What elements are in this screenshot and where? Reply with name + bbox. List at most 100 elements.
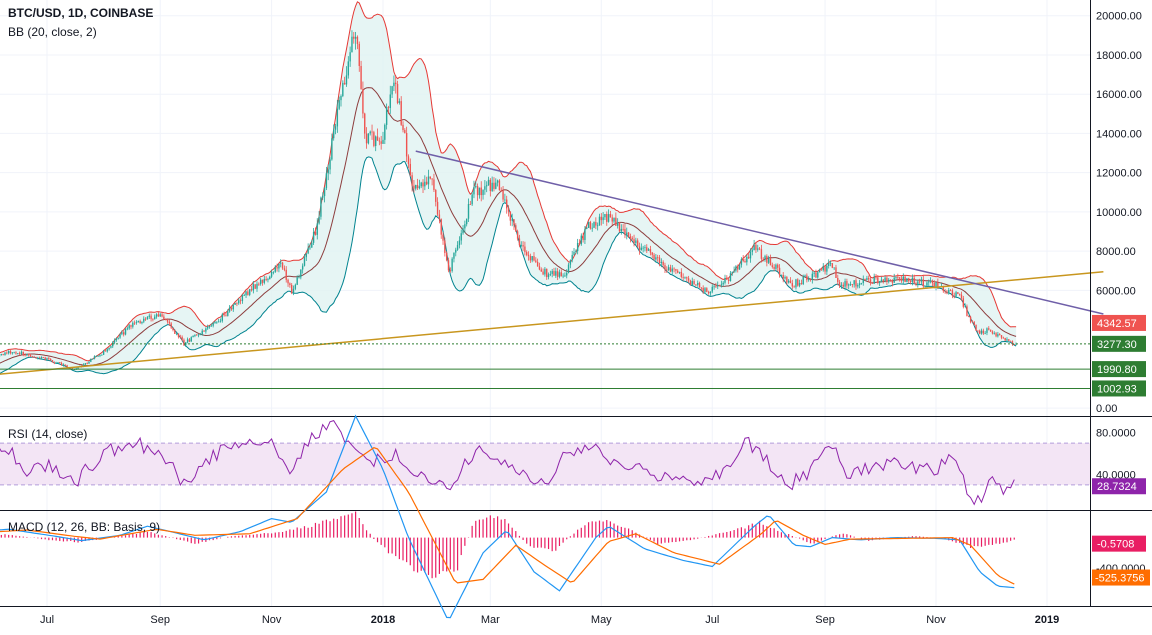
candle-body	[773, 267, 774, 269]
bb-indicator-label[interactable]: BB (20, close, 2)	[8, 25, 97, 39]
candle-body	[921, 279, 922, 281]
candle-body	[857, 285, 858, 286]
candle-body	[717, 285, 718, 286]
macd-histogram-bar	[788, 534, 789, 538]
macd-histogram-bar	[424, 538, 425, 573]
candle-body	[368, 133, 369, 143]
macd-histogram-bar	[915, 536, 916, 537]
macd-histogram-bar	[23, 537, 24, 538]
candle-body	[810, 279, 811, 280]
candle-body	[275, 267, 276, 272]
candle-body	[537, 262, 538, 266]
candle	[619, 222, 620, 232]
candle-body	[461, 233, 462, 240]
candle-body	[804, 276, 805, 277]
candle-body	[176, 334, 177, 335]
candle-body	[328, 169, 329, 173]
candle-body	[439, 215, 440, 220]
macd-histogram-bar	[461, 538, 462, 555]
candle-body	[861, 283, 862, 284]
candle-body	[899, 277, 900, 278]
candle-body	[404, 130, 405, 133]
candle-body	[433, 179, 434, 190]
candle-body	[329, 159, 330, 169]
candle-body	[247, 292, 248, 295]
candle-body	[273, 272, 274, 273]
macd-histogram-bar	[450, 538, 451, 570]
candle-body	[970, 317, 971, 322]
grid-lines	[0, 0, 1090, 606]
candle-body	[697, 283, 698, 285]
candle-body	[713, 286, 714, 287]
candle-body	[664, 265, 665, 270]
macd-histogram-bar	[256, 534, 257, 537]
macd-histogram-bar	[632, 530, 633, 537]
candle-body	[390, 94, 391, 108]
candle-body	[32, 356, 33, 357]
candle-body	[517, 231, 518, 238]
candle-body	[10, 351, 11, 353]
candle-body	[954, 296, 955, 297]
rsi-pane	[0, 421, 1090, 505]
candle-body	[513, 219, 514, 225]
price-label-text: 1990.80	[1097, 364, 1137, 376]
candle-body	[411, 175, 412, 185]
macd-histogram-bar	[406, 538, 407, 563]
candle-body	[307, 248, 308, 254]
candle-body	[735, 266, 736, 270]
macd-histogram-bar	[1006, 538, 1007, 543]
macd-histogram-bar	[726, 532, 727, 538]
candle-body	[526, 252, 527, 255]
macd-histogram-bar	[661, 538, 662, 544]
candle-body	[170, 323, 171, 327]
candle-body	[121, 332, 122, 334]
macd-histogram-bar	[657, 538, 658, 545]
macd-histogram-bar	[8, 535, 9, 538]
candle-body	[234, 303, 235, 305]
candle-body	[686, 277, 687, 278]
macd-hist-current-value: -0.5708	[1097, 539, 1134, 551]
price-axis-tick: 10000.00	[1096, 207, 1142, 219]
candle-body	[855, 280, 856, 286]
candle-body	[539, 266, 540, 269]
candle-body	[110, 346, 111, 347]
candle-body	[655, 257, 656, 259]
macd-indicator-label[interactable]: MACD (12, 26, BB: Basis, 9)	[8, 520, 160, 534]
candle-body	[615, 218, 616, 226]
candle-body	[957, 292, 958, 294]
macd-histogram-bar	[315, 523, 316, 538]
candle-body	[357, 37, 358, 44]
candle-body	[593, 222, 594, 228]
candle-body	[675, 269, 676, 271]
candle-body	[43, 357, 44, 358]
candle-body	[646, 247, 647, 251]
candle-body	[141, 322, 142, 323]
candle-body	[161, 314, 162, 316]
candle-body	[382, 140, 383, 144]
candle-body	[4, 353, 5, 356]
candle-body	[730, 273, 731, 281]
candle-body	[466, 219, 467, 225]
candle-body	[886, 278, 887, 282]
rsi-indicator-label[interactable]: RSI (14, close)	[8, 427, 87, 441]
macd-histogram-bar	[391, 538, 392, 554]
candle-body	[995, 333, 996, 336]
price-axis-tick: 20000.00	[1096, 11, 1142, 23]
candle-body	[198, 334, 199, 335]
price-label-box: 1002.93	[1092, 380, 1146, 396]
candle-body	[15, 352, 16, 353]
candle-body	[975, 325, 976, 330]
macd-histogram-bar	[679, 538, 680, 542]
candle-body	[134, 323, 135, 324]
macd-histogram-bar	[999, 538, 1000, 544]
macd-histogram-bar	[981, 538, 982, 547]
candle-body	[897, 277, 898, 278]
macd-histogram-bar	[348, 515, 349, 538]
candle-body	[61, 363, 62, 365]
candle-body	[595, 222, 596, 226]
symbol-title: BTC/USD, 1D, COINBASE	[8, 6, 153, 20]
candle-body	[486, 185, 487, 186]
candle-body	[351, 37, 352, 53]
